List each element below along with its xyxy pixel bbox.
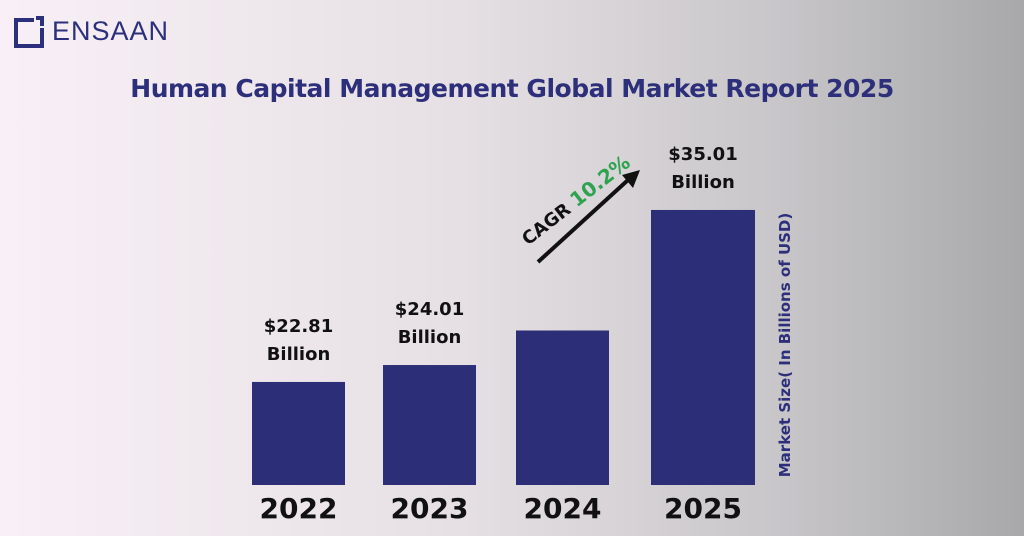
- bar-2023: [383, 365, 476, 485]
- bar-2022: [252, 381, 345, 485]
- x-tick-label: 2022: [260, 492, 338, 525]
- logo-mark-icon: [14, 16, 44, 48]
- chart-title: Human Capital Management Global Market R…: [130, 74, 894, 103]
- x-tick-label: 2024: [524, 492, 602, 525]
- data-label: $24.01: [395, 299, 464, 320]
- x-tick-label: 2023: [391, 492, 469, 525]
- data-label: Billion: [267, 344, 331, 365]
- cagr-annotation: CAGR 10.2%: [516, 150, 634, 250]
- cagr-arrow-line: [536, 178, 630, 264]
- data-label: Billion: [671, 172, 735, 193]
- data-label: $22.81: [264, 316, 333, 337]
- x-tick-label: 2025: [664, 492, 742, 525]
- bar-2025: [651, 209, 755, 485]
- bar-2024: [516, 330, 609, 485]
- data-label: $35.01: [668, 144, 737, 165]
- cagr-arrow-head-icon: [622, 170, 640, 188]
- y-axis-label: Market Size( In Billions of USD): [776, 212, 794, 478]
- logo-text: ENSAAN: [52, 15, 170, 46]
- logo: ENSAAN: [12, 14, 169, 48]
- data-label: Billion: [398, 327, 462, 348]
- cagr-prefix: CAGR: [518, 195, 580, 250]
